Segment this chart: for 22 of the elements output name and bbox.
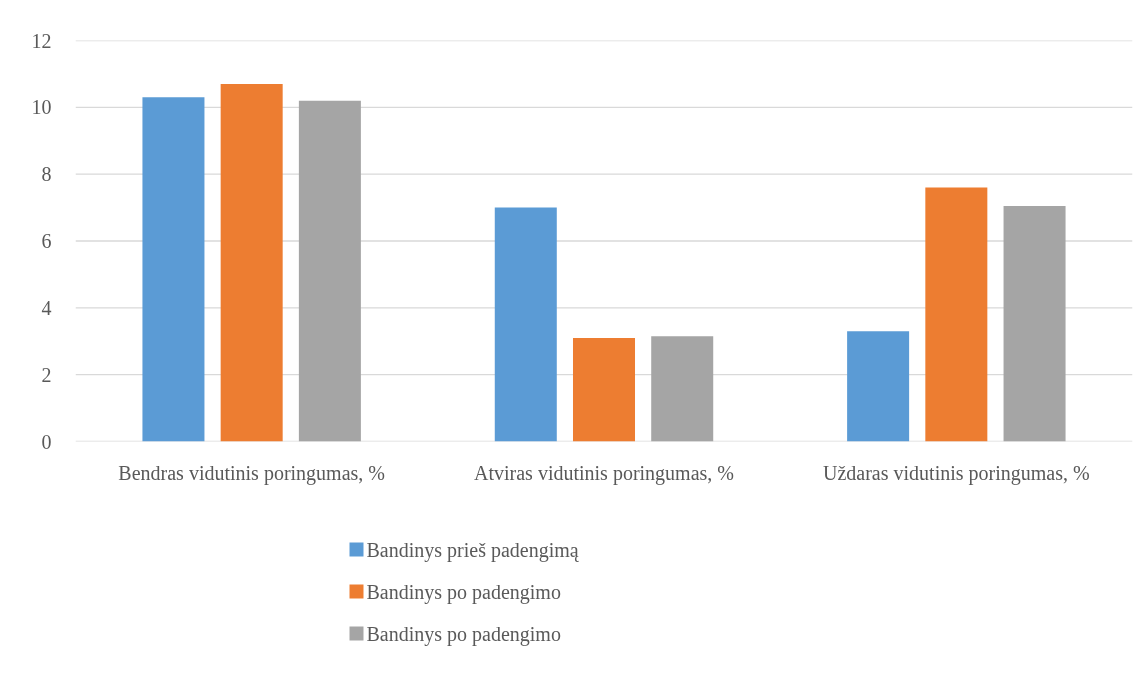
x-tick-label: Uždaras vidutinis poringumas, % — [823, 461, 1090, 485]
y-tick-label: 0 — [41, 430, 52, 453]
y-tick-label: 6 — [41, 230, 52, 252]
bar — [847, 331, 910, 442]
bar — [494, 207, 557, 442]
bar — [298, 100, 361, 442]
bar — [651, 336, 714, 442]
legend-label: Bandinys prieš padengimą — [366, 538, 580, 562]
bar — [925, 187, 988, 442]
legend-label: Bandinys po padengimo — [366, 580, 561, 604]
bar — [142, 97, 205, 442]
y-tick-label: 4 — [41, 296, 52, 319]
y-tick-label: 12 — [31, 29, 52, 52]
bar — [1003, 205, 1066, 442]
y-tick-label: 8 — [41, 163, 52, 186]
bar — [220, 83, 283, 442]
legend-label: Bandinys po padengimo — [366, 622, 561, 646]
bar — [572, 337, 636, 442]
x-tick-label: Bendras vidutinis poringumas, % — [118, 461, 385, 485]
y-tick-label: 10 — [31, 96, 52, 119]
y-tick-label: 2 — [41, 363, 52, 386]
x-tick-label: Atviras vidutinis poringumas, % — [474, 461, 734, 485]
